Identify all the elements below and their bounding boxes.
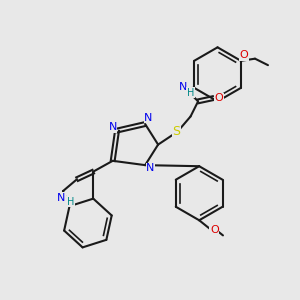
Text: N: N — [144, 112, 153, 123]
Text: N: N — [57, 193, 65, 202]
Text: N: N — [146, 164, 155, 173]
Text: O: O — [214, 93, 223, 103]
Text: S: S — [172, 125, 181, 138]
Text: H: H — [187, 88, 194, 98]
Text: N: N — [179, 82, 187, 92]
Text: O: O — [210, 225, 219, 235]
Text: N: N — [109, 122, 117, 132]
Text: O: O — [240, 50, 249, 60]
Text: H: H — [67, 197, 74, 207]
